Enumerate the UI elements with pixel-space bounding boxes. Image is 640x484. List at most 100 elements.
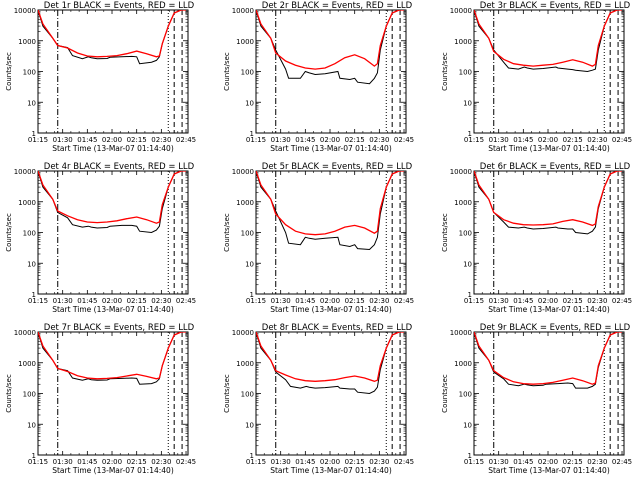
x-tick-label: 01:45	[513, 136, 533, 144]
x-tick-label: 01:45	[295, 136, 315, 144]
x-tick-label: 02:00	[102, 136, 122, 144]
series-events-line	[256, 171, 404, 251]
x-tick-label: 01:30	[489, 136, 509, 144]
x-tick-label: 02:30	[587, 297, 607, 305]
y-tick-label: 1	[32, 291, 36, 299]
y-tick-label: 1000	[18, 360, 36, 368]
series-group	[474, 171, 622, 235]
x-axis-label: Start Time (13-Mar-07 01:14:40)	[270, 305, 392, 314]
x-tick-label: 02:30	[151, 136, 171, 144]
series-events-line	[38, 332, 186, 385]
x-tick-label: 02:15	[345, 458, 365, 466]
y-tick-label: 100	[23, 230, 36, 238]
y-tick-label: 1	[250, 452, 254, 460]
x-axis-label: Start Time (13-Mar-07 01:14:40)	[52, 305, 174, 314]
y-tick-label: 10	[27, 260, 36, 268]
y-tick-label: 10000	[450, 329, 472, 337]
series-lld-line	[474, 171, 622, 227]
series-group	[38, 332, 186, 385]
x-tick-label: 02:00	[320, 297, 340, 305]
y-tick-label: 10	[463, 99, 472, 107]
y-tick-label: 10	[463, 421, 472, 429]
x-tick-label: 02:00	[102, 297, 122, 305]
y-axis-label: Counts/sec	[5, 52, 13, 91]
plot-frame	[37, 331, 189, 456]
chart-title: Det 7r BLACK = Events, RED = LLD	[44, 323, 195, 333]
y-tick-label: 10	[27, 421, 36, 429]
x-tick-label: 01:15	[28, 136, 48, 144]
x-tick-label: 02:15	[127, 297, 147, 305]
x-tick-label: 02:00	[320, 458, 340, 466]
x-tick-label: 01:30	[489, 297, 509, 305]
y-tick-label: 100	[459, 391, 472, 399]
x-tick-label: 01:45	[77, 458, 97, 466]
series-events-line	[256, 10, 404, 85]
x-tick-label: 02:30	[369, 297, 389, 305]
y-tick-label: 100	[241, 391, 254, 399]
y-tick-label: 1000	[454, 199, 472, 207]
x-tick-label: 01:30	[53, 297, 73, 305]
y-tick-label: 10000	[450, 7, 472, 15]
x-tick-label: 01:15	[246, 136, 266, 144]
series-events-line	[256, 332, 404, 395]
y-tick-label: 100	[23, 391, 36, 399]
y-tick-label: 1	[468, 130, 472, 138]
panel-6: Det 6r BLACK = Events, RED = LLD 1 10 100 10…	[441, 162, 632, 314]
chart-title: Det 8r BLACK = Events, RED = LLD	[262, 323, 413, 333]
x-tick-label: 02:45	[394, 136, 414, 144]
y-tick-label: 1	[32, 452, 36, 460]
y-tick-label: 10	[463, 260, 472, 268]
x-tick-label: 02:00	[538, 297, 558, 305]
x-tick-label: 02:45	[176, 297, 196, 305]
x-tick-label: 01:15	[464, 297, 484, 305]
x-tick-label: 02:45	[394, 458, 414, 466]
chart-title: Det 3r BLACK = Events, RED = LLD	[480, 1, 631, 11]
x-tick-label: 02:15	[563, 458, 583, 466]
x-tick-label: 02:45	[176, 136, 196, 144]
series-lld-line	[38, 171, 186, 224]
series-group	[474, 10, 622, 73]
x-tick-label: 02:00	[538, 458, 558, 466]
x-tick-label: 02:30	[587, 136, 607, 144]
series-lld-line	[38, 332, 186, 380]
plot-frame	[473, 331, 625, 456]
series-group	[38, 10, 186, 65]
x-axis-label: Start Time (13-Mar-07 01:14:40)	[270, 466, 392, 475]
x-tick-label: 01:45	[77, 297, 97, 305]
y-tick-label: 1000	[454, 360, 472, 368]
y-axis-label: Counts/sec	[223, 374, 231, 413]
x-axis-label: Start Time (13-Mar-07 01:14:40)	[488, 144, 610, 153]
y-tick-label: 100	[459, 69, 472, 77]
y-axis-label: Counts/sec	[441, 52, 449, 91]
y-tick-label: 10	[27, 99, 36, 107]
y-axis-label: Counts/sec	[441, 374, 449, 413]
y-tick-label: 1	[250, 130, 254, 138]
panel-9: Det 9r BLACK = Events, RED = LLD 1 10 100 10…	[441, 323, 632, 475]
y-tick-label: 10000	[232, 168, 254, 176]
y-axis-label: Counts/sec	[223, 52, 231, 91]
x-tick-label: 02:45	[612, 297, 632, 305]
y-tick-label: 10000	[14, 7, 36, 15]
series-lld-line	[256, 171, 404, 236]
y-tick-label: 10000	[232, 329, 254, 337]
x-tick-label: 01:45	[295, 458, 315, 466]
y-axis-label: Counts/sec	[223, 213, 231, 252]
y-axis-label: Counts/sec	[5, 374, 13, 413]
plot-frame	[473, 170, 625, 295]
x-tick-label: 01:45	[513, 297, 533, 305]
x-tick-label: 01:15	[464, 136, 484, 144]
series-events-line	[474, 10, 622, 73]
x-tick-label: 02:00	[320, 136, 340, 144]
plot-frame	[473, 9, 625, 134]
x-tick-label: 02:30	[369, 136, 389, 144]
x-tick-label: 01:30	[271, 297, 291, 305]
y-tick-label: 10000	[232, 7, 254, 15]
x-axis-label: Start Time (13-Mar-07 01:14:40)	[270, 144, 392, 153]
x-tick-label: 01:30	[53, 458, 73, 466]
series-group	[256, 171, 404, 251]
y-tick-label: 1	[32, 130, 36, 138]
x-axis-label: Start Time (13-Mar-07 01:14:40)	[52, 466, 174, 475]
series-lld-line	[256, 332, 404, 382]
